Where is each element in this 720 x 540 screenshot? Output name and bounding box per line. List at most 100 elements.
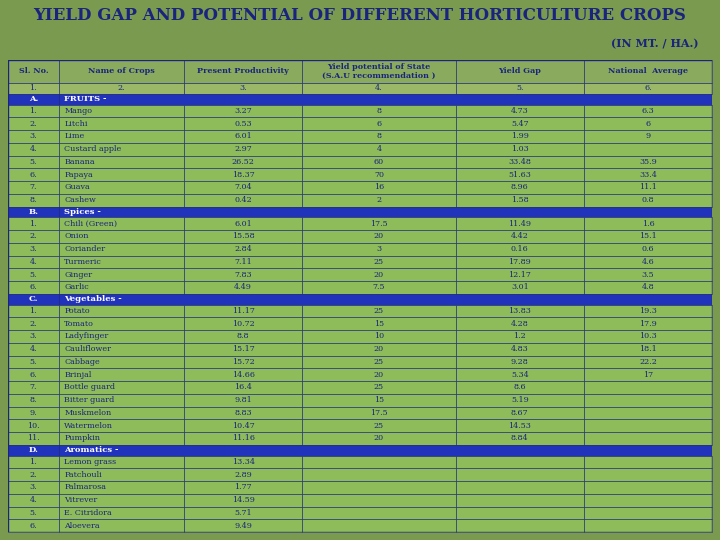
Bar <box>584 83 712 94</box>
Bar <box>584 381 712 394</box>
Bar <box>8 117 59 130</box>
Bar <box>302 130 456 143</box>
Text: 20: 20 <box>374 370 384 379</box>
Bar <box>59 268 184 281</box>
Text: 4.42: 4.42 <box>511 232 528 240</box>
Bar <box>8 255 59 268</box>
Bar <box>59 217 184 230</box>
Text: 17.89: 17.89 <box>508 258 531 266</box>
Text: 2.: 2. <box>30 471 37 478</box>
Text: 18.1: 18.1 <box>639 345 657 353</box>
Text: 11.16: 11.16 <box>232 434 255 442</box>
Text: 16: 16 <box>374 184 384 191</box>
Bar <box>59 194 184 206</box>
Text: 0.8: 0.8 <box>642 196 654 204</box>
Bar <box>302 507 456 519</box>
Text: 2.84: 2.84 <box>234 245 252 253</box>
Text: 2.: 2. <box>30 120 37 127</box>
Bar <box>184 243 302 255</box>
Text: 19.3: 19.3 <box>639 307 657 315</box>
Text: 10.72: 10.72 <box>232 320 254 328</box>
Bar <box>456 168 584 181</box>
Bar <box>456 156 584 168</box>
Bar <box>456 217 584 230</box>
Bar <box>8 305 59 318</box>
Bar <box>184 130 302 143</box>
Bar <box>8 243 59 255</box>
Text: 4.73: 4.73 <box>511 107 528 115</box>
Text: 10.3: 10.3 <box>639 333 657 340</box>
Text: 12.17: 12.17 <box>508 271 531 279</box>
Bar <box>184 168 302 181</box>
Bar <box>456 432 584 445</box>
Bar <box>302 305 456 318</box>
Text: 4: 4 <box>377 145 382 153</box>
Text: 0.6: 0.6 <box>642 245 654 253</box>
Bar <box>184 507 302 519</box>
Text: 3: 3 <box>377 245 382 253</box>
Bar <box>8 355 59 368</box>
Bar <box>184 181 302 194</box>
Bar <box>184 368 302 381</box>
Bar <box>302 368 456 381</box>
Bar <box>456 381 584 394</box>
Bar <box>8 343 59 355</box>
Text: 6.3: 6.3 <box>642 107 654 115</box>
Bar <box>584 243 712 255</box>
Bar <box>59 468 184 481</box>
Bar <box>456 281 584 294</box>
Text: Bitter guard: Bitter guard <box>64 396 114 404</box>
Bar <box>302 281 456 294</box>
Text: 11.: 11. <box>27 434 40 442</box>
Bar <box>184 481 302 494</box>
Text: 13.34: 13.34 <box>232 458 255 466</box>
Bar <box>456 318 584 330</box>
Bar <box>456 355 584 368</box>
Text: Chili (Green): Chili (Green) <box>64 220 117 228</box>
Bar <box>584 305 712 318</box>
Bar <box>456 194 584 206</box>
Bar <box>8 407 59 419</box>
Bar <box>456 468 584 481</box>
Bar <box>584 330 712 343</box>
Bar <box>456 105 584 117</box>
Bar <box>584 156 712 168</box>
Text: Papaya: Papaya <box>64 171 93 179</box>
Text: 25: 25 <box>374 422 384 430</box>
Text: Potato: Potato <box>64 307 90 315</box>
Text: 20: 20 <box>374 271 384 279</box>
Bar <box>59 117 184 130</box>
Bar <box>302 181 456 194</box>
Text: 25: 25 <box>374 383 384 392</box>
Bar <box>8 445 59 456</box>
Text: 8.83: 8.83 <box>234 409 252 417</box>
Text: 8.8: 8.8 <box>237 333 249 340</box>
Bar <box>302 407 456 419</box>
Bar <box>59 83 184 94</box>
Text: 1.03: 1.03 <box>511 145 528 153</box>
Text: 4.: 4. <box>30 145 37 153</box>
Bar <box>302 117 456 130</box>
Text: 35.9: 35.9 <box>639 158 657 166</box>
Bar <box>8 368 59 381</box>
Bar <box>184 330 302 343</box>
Bar <box>8 507 59 519</box>
Text: Bottle guard: Bottle guard <box>64 383 115 392</box>
Bar <box>456 83 584 94</box>
Text: 1.: 1. <box>30 307 37 315</box>
Text: 60: 60 <box>374 158 384 166</box>
Text: 7.04: 7.04 <box>234 184 252 191</box>
Bar <box>184 281 302 294</box>
Bar <box>456 60 584 83</box>
Text: D.: D. <box>28 446 38 454</box>
Text: 6.: 6. <box>30 171 37 179</box>
Bar <box>456 368 584 381</box>
Bar <box>184 117 302 130</box>
Bar <box>584 494 712 507</box>
Text: 15: 15 <box>374 320 384 328</box>
Bar <box>302 83 456 94</box>
Text: 6.01: 6.01 <box>234 220 252 228</box>
Bar <box>302 143 456 156</box>
Bar <box>456 230 584 243</box>
Text: Pumpkin: Pumpkin <box>64 434 100 442</box>
